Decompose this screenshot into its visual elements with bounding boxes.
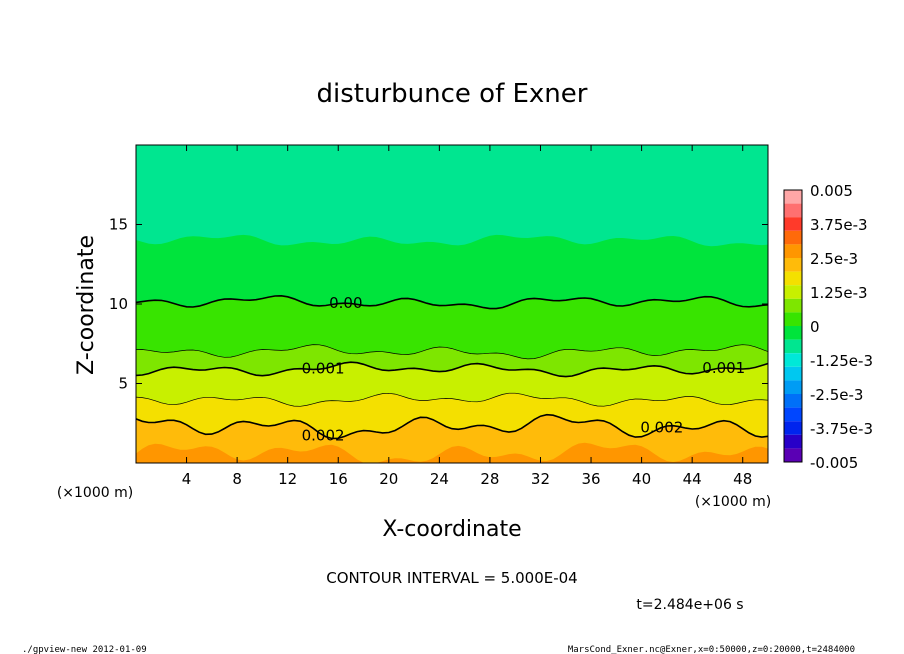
colorbar-swatch <box>784 312 802 326</box>
contour-line <box>136 361 768 378</box>
contour-line-label: 0.002 <box>640 418 683 436</box>
x-axis-ticks: 4 8 12 16 20 24 28 32 36 40 44 48 <box>182 145 752 488</box>
time-text: t=2.484e+06 s <box>636 597 743 613</box>
colorbar-swatch <box>784 407 802 422</box>
colorbar-swatch <box>784 366 802 381</box>
colorbar-swatch <box>784 285 802 299</box>
colorbar-swatch <box>784 394 802 408</box>
colorbar-swatch <box>784 421 802 435</box>
contour-band <box>136 442 768 463</box>
colorbar-label: 3.75e-3 <box>810 216 868 234</box>
colorbar-label: -2.5e-3 <box>810 386 863 404</box>
x-tick-label: 16 <box>329 470 348 488</box>
contour-lines <box>136 294 768 440</box>
chart-title: disturbunce of Exner <box>317 79 588 109</box>
x-tick-label: 28 <box>480 470 499 488</box>
y-tick-label: 10 <box>109 295 128 313</box>
x-tick-label: 32 <box>531 470 550 488</box>
contour-line <box>136 392 768 407</box>
x-unit-label-left: (×1000 m) <box>57 485 133 501</box>
colorbar-swatch <box>784 217 802 231</box>
colorbar-swatch <box>784 244 802 258</box>
colorbar-swatch <box>784 434 802 449</box>
x-tick-label: 48 <box>733 470 752 488</box>
contour-line-labels: 0.00 0.001 0.001 0.002 0.002 <box>302 294 746 444</box>
colorbar-label: 0 <box>810 318 820 336</box>
contour-plot-area: 0.00 0.001 0.001 0.002 0.002 <box>135 144 769 464</box>
x-tick-label: 20 <box>379 470 398 488</box>
colorbar <box>784 190 802 462</box>
colorbar-swatch <box>784 326 802 340</box>
colorbar-swatch <box>784 380 802 394</box>
x-unit-label-right: (×1000 m) <box>695 494 771 510</box>
colorbar-label: 2.5e-3 <box>810 250 858 268</box>
colorbar-swatch <box>784 298 802 313</box>
contour-line <box>136 294 768 310</box>
x-tick-label: 8 <box>232 470 242 488</box>
colorbar-label: 0.005 <box>810 182 853 200</box>
contour-line-label: 0.001 <box>302 360 345 378</box>
colorbar-swatch <box>784 353 802 367</box>
contour-line-label: 0.001 <box>702 359 745 377</box>
x-tick-label: 44 <box>683 470 702 488</box>
contour-line-label: 0.00 <box>329 294 362 312</box>
footer-left: ./gpview-new 2012-01-09 <box>22 645 147 654</box>
colorbar-swatch <box>784 203 802 218</box>
colorbar-frame <box>783 189 803 463</box>
colorbar-label: -1.25e-3 <box>810 352 873 370</box>
x-tick-label: 40 <box>632 470 651 488</box>
colorbar-label: -0.005 <box>810 454 858 472</box>
contour-line-label: 0.002 <box>302 426 345 444</box>
y-tick-label: 5 <box>118 375 128 393</box>
colorbar-swatch <box>784 448 802 462</box>
colorbar-swatch <box>784 258 802 272</box>
x-tick-label: 24 <box>430 470 449 488</box>
colorbar-label: 1.25e-3 <box>810 284 868 302</box>
contour-fills <box>136 145 768 463</box>
x-tick-label: 12 <box>278 470 297 488</box>
x-tick-label: 4 <box>182 470 192 488</box>
colorbar-swatch <box>784 271 802 286</box>
y-axis-label: Z-coordinate <box>74 235 99 375</box>
colorbar-labels: 0.005 3.75e-3 2.5e-3 1.25e-3 0 -1.25e-3 -2.5e-… <box>810 182 873 472</box>
y-axis-ticks: 5 10 15 <box>109 216 768 393</box>
y-tick-label: 15 <box>109 216 128 234</box>
contour-line <box>136 344 768 360</box>
colorbar-label: -3.75e-3 <box>810 420 873 438</box>
colorbar-swatch <box>784 190 802 204</box>
colorbar-swatch <box>784 339 802 354</box>
footer-right: MarsCond_Exner.nc@Exner,x=0:50000,z=0:20… <box>568 645 855 654</box>
x-axis-label: X-coordinate <box>382 517 521 542</box>
contour-line <box>136 413 768 440</box>
colorbar-swatch <box>784 230 802 245</box>
contour-interval-text: CONTOUR INTERVAL = 5.000E-04 <box>326 569 577 587</box>
x-tick-label: 36 <box>581 470 600 488</box>
